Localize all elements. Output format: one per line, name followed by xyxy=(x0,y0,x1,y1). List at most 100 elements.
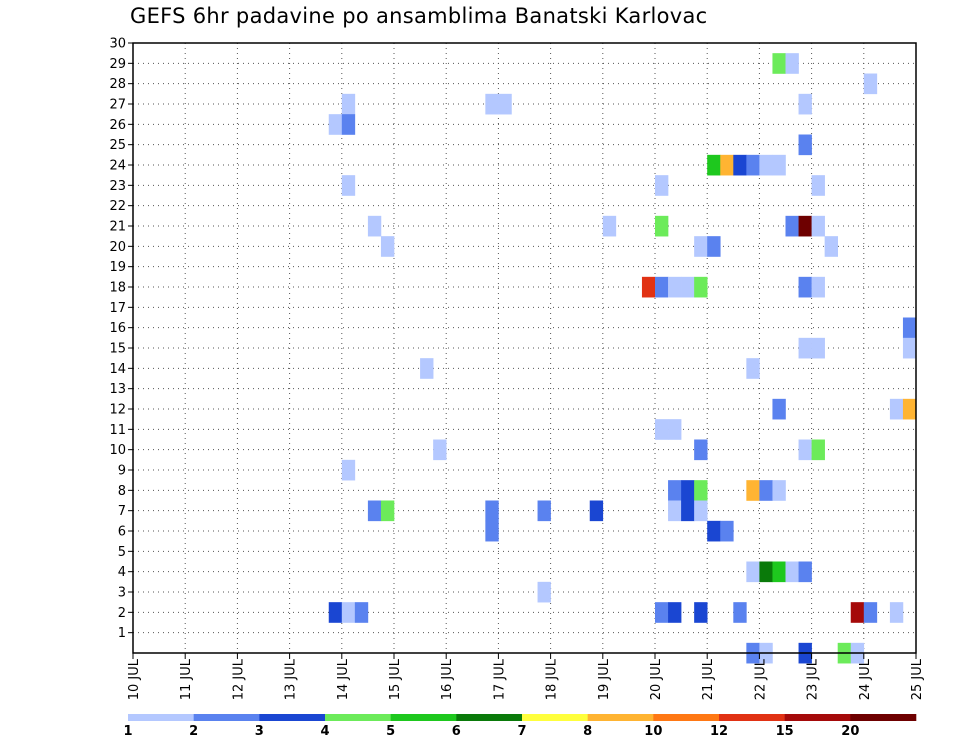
x-tick-label: 11 JUL xyxy=(179,658,194,700)
y-tick-label: 13 xyxy=(109,382,126,397)
precip-cell xyxy=(811,215,825,237)
x-tick-label: 24 JUL xyxy=(858,658,873,700)
y-tick-label: 19 xyxy=(109,260,126,275)
precip-cell xyxy=(328,602,343,623)
y-tick-label: 20 xyxy=(109,240,126,255)
y-tick-label: 21 xyxy=(109,220,126,235)
precip-cell xyxy=(850,602,865,623)
axes: 1234567891011121314151617181920212223242… xyxy=(109,37,925,701)
precip-cell xyxy=(798,439,812,461)
y-tick-label: 29 xyxy=(109,57,126,72)
colorbar-segment xyxy=(587,714,654,721)
precip-cell xyxy=(720,520,734,542)
precip-cell xyxy=(655,276,669,298)
precip-cell xyxy=(785,53,799,74)
y-tick-label: 27 xyxy=(109,98,126,113)
precip-cell xyxy=(668,276,682,298)
colorbar-segment xyxy=(259,714,326,721)
y-tick-label: 22 xyxy=(109,199,126,214)
precip-cell xyxy=(341,459,356,481)
precip-cell xyxy=(902,398,917,420)
precip-cell xyxy=(655,175,669,196)
y-tick-label: 18 xyxy=(109,281,126,296)
x-tick-label: 18 JUL xyxy=(545,658,560,700)
colorbar-label: 12 xyxy=(710,724,728,739)
precip-cell xyxy=(733,154,747,176)
precip-cell xyxy=(681,500,695,522)
y-tick-label: 5 xyxy=(118,545,126,560)
y-tick-label: 24 xyxy=(109,159,126,174)
precip-cell xyxy=(772,561,786,583)
precip-cell xyxy=(433,439,447,461)
colorbar-label: 10 xyxy=(644,724,662,739)
precip-cell xyxy=(668,480,682,501)
colorbar-label: 3 xyxy=(255,724,264,739)
precip-cell xyxy=(889,602,904,623)
precipitation-cells xyxy=(328,53,917,664)
precip-cell xyxy=(889,398,904,420)
y-tick-label: 30 xyxy=(109,37,126,52)
x-tick-label: 16 JUL xyxy=(440,658,455,700)
colorbar-segment xyxy=(390,714,457,721)
precip-cell xyxy=(772,154,786,176)
precip-cell xyxy=(798,276,812,298)
x-tick-label: 25 JUL xyxy=(910,658,925,700)
precip-cell xyxy=(720,154,734,176)
colorbar-label: 15 xyxy=(776,724,794,739)
x-tick-label: 22 JUL xyxy=(753,658,768,700)
precip-cell xyxy=(655,215,669,237)
precip-cell xyxy=(668,419,682,440)
x-tick-label: 20 JUL xyxy=(649,658,664,700)
precip-cell xyxy=(759,154,773,176)
precip-cell xyxy=(537,500,551,522)
colorbar-segment xyxy=(522,714,588,721)
colorbar-label: 20 xyxy=(841,724,859,739)
precip-cell xyxy=(707,520,721,542)
y-tick-label: 16 xyxy=(109,321,126,336)
y-tick-label: 8 xyxy=(118,484,126,499)
colorbar-segment xyxy=(850,714,917,721)
x-tick-label: 13 JUL xyxy=(284,658,299,700)
y-tick-label: 26 xyxy=(109,118,126,133)
precip-cell xyxy=(498,93,512,115)
precip-cell xyxy=(733,602,747,623)
precip-cell xyxy=(811,276,825,298)
precip-cell xyxy=(341,175,356,196)
x-tick-label: 14 JUL xyxy=(336,658,351,700)
precip-cell xyxy=(785,215,799,237)
x-tick-label: 19 JUL xyxy=(597,658,612,700)
y-tick-label: 3 xyxy=(118,586,126,601)
precip-cell xyxy=(746,561,760,583)
precip-cell xyxy=(772,480,786,501)
precip-cell xyxy=(694,500,708,522)
precip-cell xyxy=(602,215,617,237)
precip-cell xyxy=(694,276,708,298)
y-tick-label: 4 xyxy=(118,565,126,580)
colorbar-segment xyxy=(456,714,523,721)
y-tick-label: 23 xyxy=(109,179,126,194)
precip-cell xyxy=(759,561,773,583)
precip-cell xyxy=(485,520,499,542)
precip-cell xyxy=(746,358,760,379)
y-tick-label: 11 xyxy=(109,423,126,438)
colorbar-segment xyxy=(128,714,194,721)
precip-cell xyxy=(694,602,708,623)
precip-cell xyxy=(668,500,682,522)
precip-cell xyxy=(785,561,799,583)
precip-cell xyxy=(537,581,551,603)
precip-cell xyxy=(824,236,838,257)
colorbar-label: 8 xyxy=(583,724,592,739)
x-tick-label: 12 JUL xyxy=(231,658,246,700)
y-tick-label: 28 xyxy=(109,77,126,92)
colorbar-segment xyxy=(325,714,391,721)
colorbar-label: 6 xyxy=(452,724,461,739)
precip-cell xyxy=(694,236,708,257)
x-tick-label: 10 JUL xyxy=(127,658,142,700)
y-tick-label: 17 xyxy=(109,301,126,316)
x-tick-label: 21 JUL xyxy=(701,658,716,700)
precip-cell xyxy=(655,419,669,440)
precip-cell xyxy=(759,480,773,501)
y-tick-label: 14 xyxy=(109,362,126,377)
precip-cell xyxy=(811,337,825,359)
